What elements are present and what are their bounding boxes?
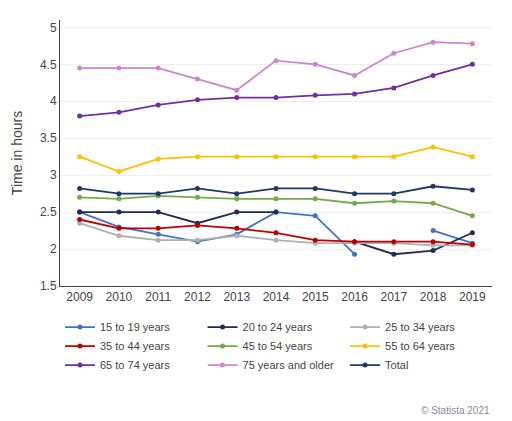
svg-text:15 to 19 years: 15 to 19 years [100, 321, 170, 333]
svg-text:20 to 24 years: 20 to 24 years [243, 321, 313, 333]
svg-text:3.5: 3.5 [40, 131, 57, 145]
svg-text:Time in hours: Time in hours [9, 111, 25, 195]
svg-text:1.5: 1.5 [40, 279, 57, 293]
svg-text:2: 2 [50, 242, 57, 256]
svg-text:Total: Total [385, 359, 408, 371]
svg-text:2009: 2009 [66, 290, 93, 304]
svg-text:2016: 2016 [341, 290, 368, 304]
svg-text:35 to 44 years: 35 to 44 years [100, 340, 170, 352]
svg-text:2011: 2011 [145, 290, 171, 304]
svg-text:5: 5 [50, 21, 57, 35]
svg-text:2015: 2015 [302, 290, 329, 304]
svg-text:65 to 74 years: 65 to 74 years [100, 359, 170, 371]
svg-text:2013: 2013 [223, 290, 250, 304]
svg-text:2.5: 2.5 [40, 205, 57, 219]
svg-text:4.5: 4.5 [40, 58, 57, 72]
svg-text:2012: 2012 [184, 290, 211, 304]
svg-text:4: 4 [50, 94, 57, 108]
svg-text:75 years and older: 75 years and older [243, 359, 334, 371]
svg-text:45 to 54 years: 45 to 54 years [243, 340, 313, 352]
svg-text:55 to 64 years: 55 to 64 years [385, 340, 455, 352]
svg-text:2017: 2017 [380, 290, 407, 304]
svg-text:2010: 2010 [106, 290, 133, 304]
svg-text:2014: 2014 [263, 290, 290, 304]
svg-text:2018: 2018 [420, 290, 447, 304]
svg-text:© Statista 2021: © Statista 2021 [421, 405, 490, 416]
svg-text:2019: 2019 [459, 290, 486, 304]
svg-text:3: 3 [50, 168, 57, 182]
svg-text:25 to 34 years: 25 to 34 years [385, 321, 455, 333]
